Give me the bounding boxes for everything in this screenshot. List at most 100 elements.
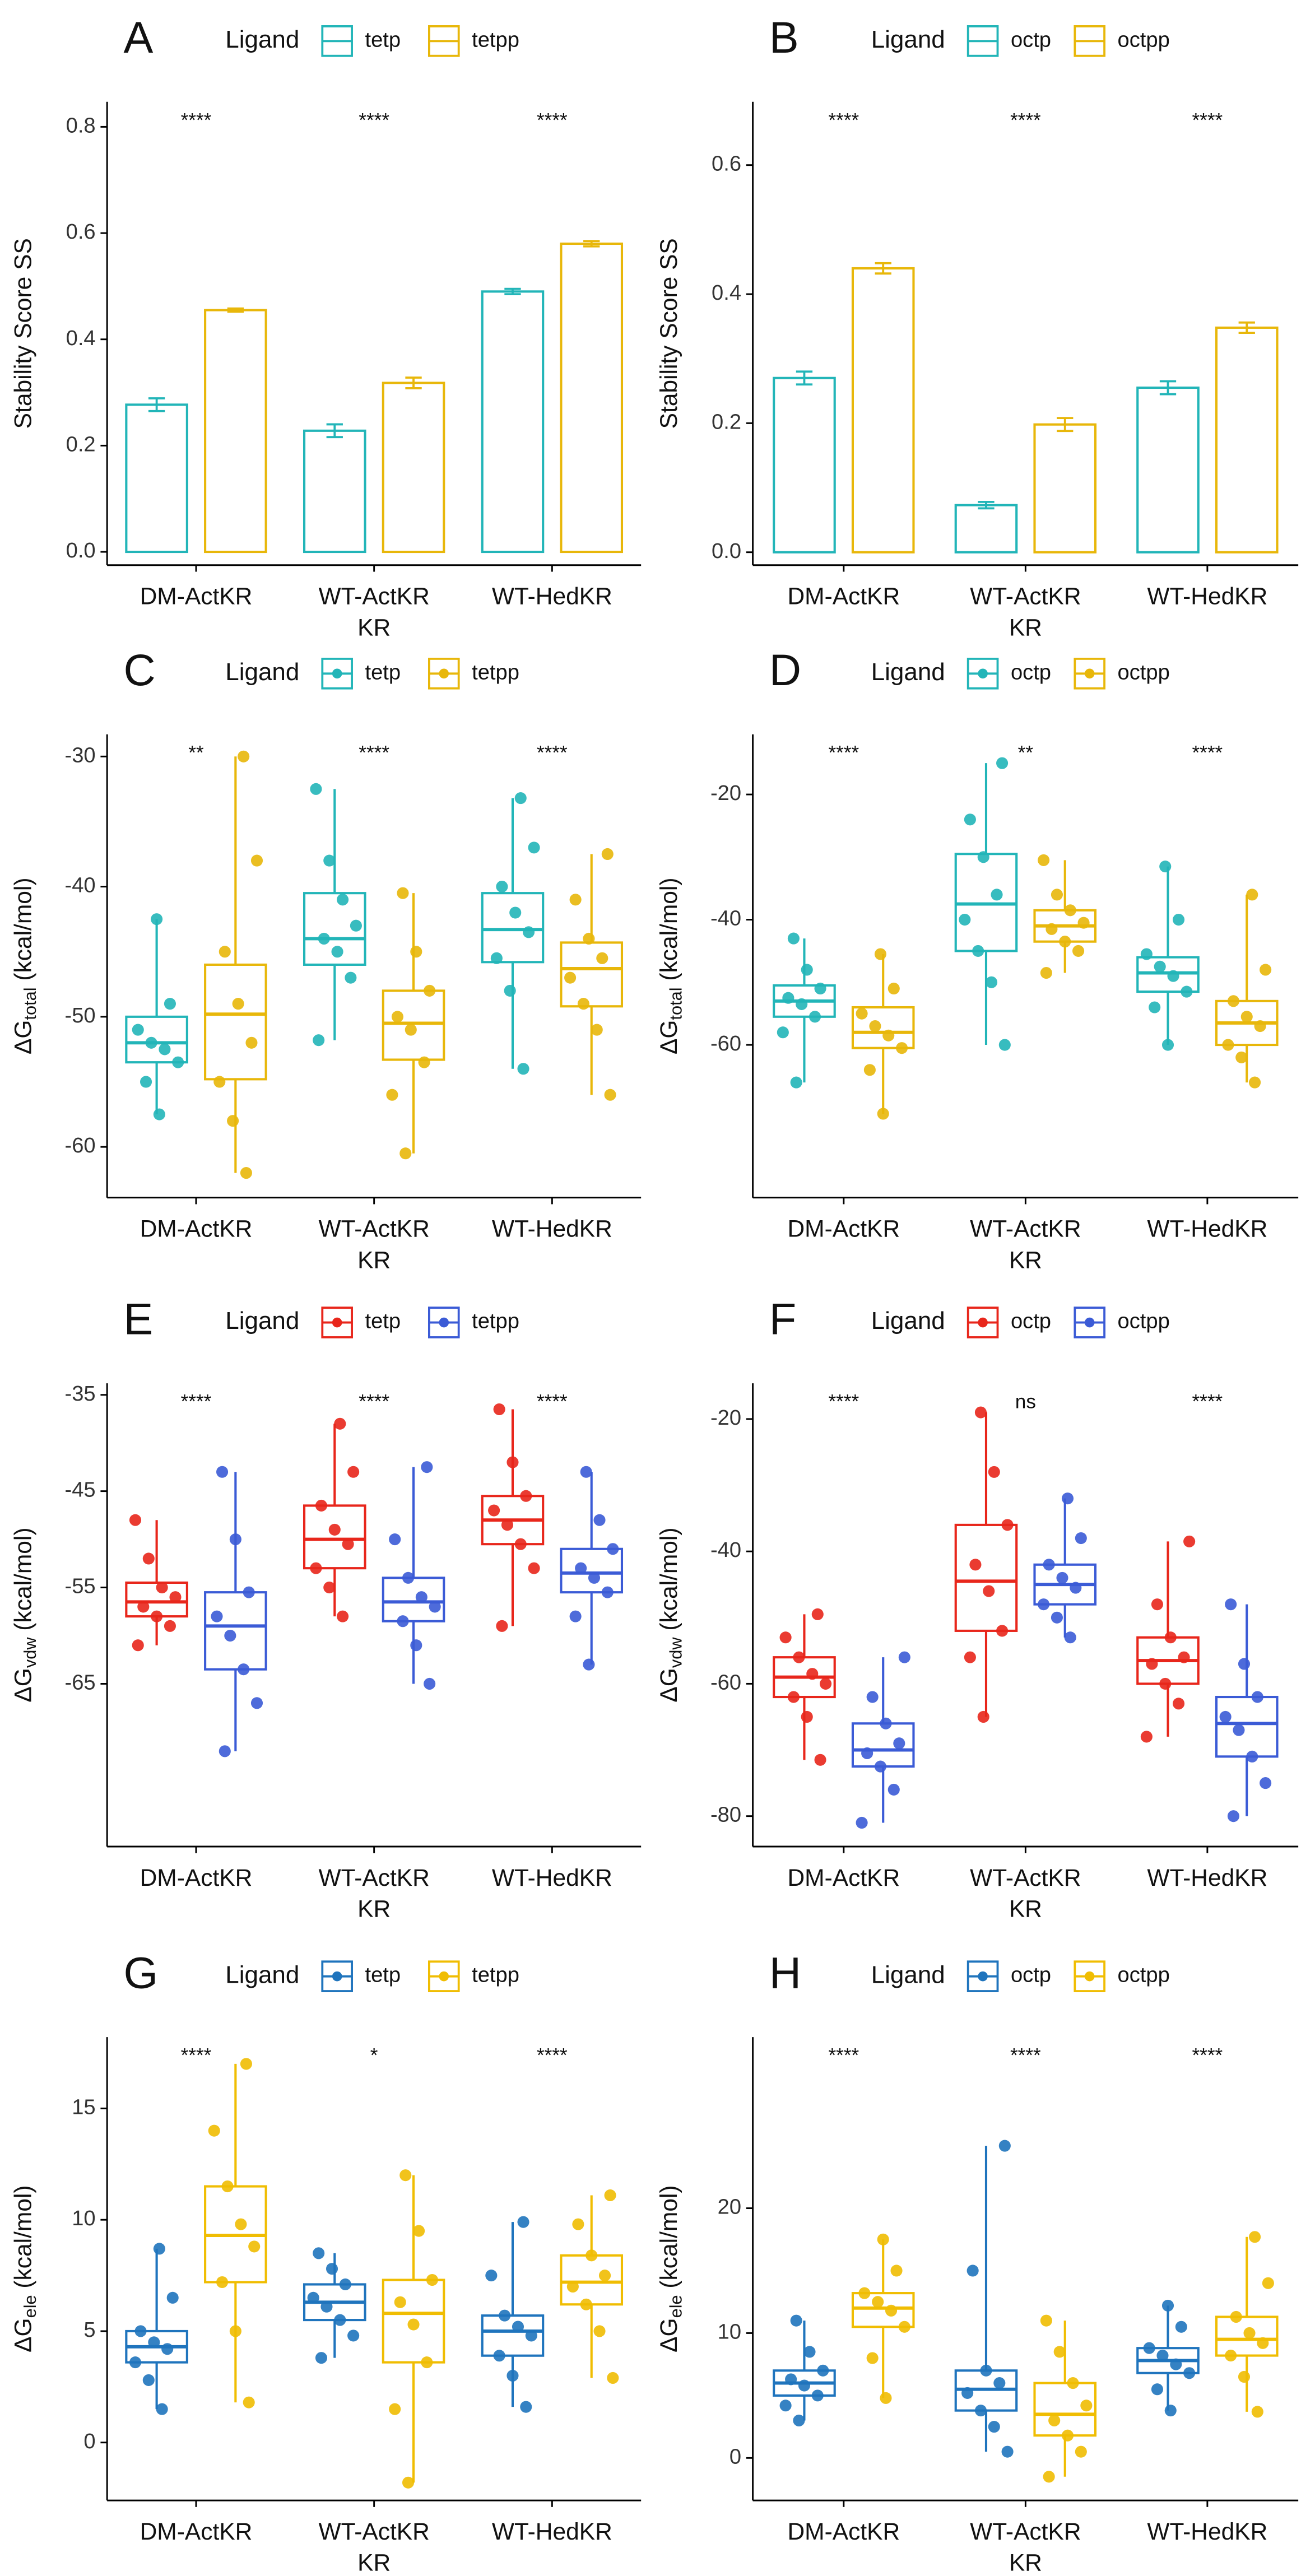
annotation: **** [1192,2045,1223,2067]
x-tick-label: WT-ActKR [970,2519,1081,2545]
data-point [856,1007,868,1020]
annotation: **** [537,2045,568,2067]
y-tick-label: -60 [710,1670,741,1694]
data-point [977,1710,989,1723]
data-point [313,2247,325,2259]
x-tick-label: WT-ActKR [970,1216,1081,1243]
box [204,1591,267,1671]
panel-label: G [123,1948,158,1998]
panel-label: D [769,645,801,695]
y-tick-label: 0.6 [712,152,741,176]
data-point [350,919,362,932]
data-point [347,1466,360,1478]
data-point [137,1601,150,1613]
x-axis-label: KR [357,2550,391,2576]
data-point [132,1639,144,1652]
data-point [315,2352,328,2364]
y-tick-label: -60 [65,1133,96,1157]
legend-label: tetpp [472,27,519,52]
bar [204,309,267,554]
x-tick-label: DM-ActKR [140,2519,253,2545]
data-point [1051,889,1063,901]
legend-label: octpp [1118,27,1170,52]
data-point [591,1024,603,1036]
legend-key-dot [978,1317,988,1328]
data-point [345,971,357,984]
data-point [604,1089,616,1101]
bar [1215,326,1279,554]
data-point [1038,854,1050,866]
data-point [1235,1051,1248,1063]
data-point [793,2414,805,2427]
data-point [429,1601,441,1613]
x-axis-label: KR [357,1896,391,1923]
data-point [169,1591,182,1603]
data-point [313,1034,325,1047]
box [204,963,267,1081]
data-point [310,783,322,795]
legend-label: tetp [365,1309,401,1333]
data-point [779,1631,792,1644]
legend-label: tetpp [472,1963,519,1987]
data-point [1140,1731,1153,1743]
box [1215,2315,1279,2357]
y-tick-label: -65 [65,1671,96,1695]
data-point [964,813,976,826]
box [125,1015,188,1064]
annotation: ** [1018,742,1034,764]
data-point [1251,2406,1263,2418]
data-point [964,1651,976,1663]
data-point [1164,2405,1177,2417]
data-point [1051,1611,1063,1624]
data-point [219,946,231,958]
x-tick-label: WT-ActKR [318,1216,429,1243]
legend-key-dot [978,668,988,679]
data-point [386,1089,398,1101]
legend-label: tetp [365,660,401,684]
y-label-unit: (kcal/mol) [656,877,682,980]
legend-title: Ligand [225,26,299,53]
data-point [240,2058,252,2070]
x-axis-label: KR [1009,2550,1042,2576]
y-tick-label: -40 [710,1538,741,1562]
y-tick-label: 5 [83,2318,95,2342]
y-label-main: Stability Score SS [11,238,37,429]
data-point [219,1745,231,1757]
y-tick-label: -45 [65,1478,96,1502]
y-label-unit: (kcal/mol) [11,2185,37,2288]
error-bar [796,370,813,386]
data-point [424,1677,436,1690]
data-point [1080,2400,1093,2412]
error-bar [583,240,600,248]
box [382,2279,445,2364]
data-point [569,894,582,906]
y-tick-label: 0.0 [712,539,741,563]
bar [954,504,1018,554]
y-label-main: ΔG [11,1020,37,1054]
data-point [1219,1710,1232,1723]
data-point [598,2270,611,2282]
data-point [1151,2383,1163,2396]
data-point [1075,2445,1087,2458]
y-axis-label: Stability Score SS [11,238,37,429]
data-point [1243,2327,1256,2339]
y-tick-label: 0.0 [66,538,96,562]
x-tick-label: WT-ActKR [318,2519,429,2545]
data-point [1072,945,1085,957]
data-point [156,2403,168,2415]
data-point [410,946,422,958]
data-point [820,1677,832,1690]
y-tick-label: -50 [65,1003,96,1027]
y-tick-label: -60 [710,1031,741,1055]
data-point [337,894,349,906]
annotation: ns [1015,1391,1036,1413]
bar [1136,386,1200,554]
y-tick-label: -40 [65,873,96,898]
data-point [402,2476,415,2489]
data-point [572,2218,584,2230]
data-point [166,2291,179,2304]
legend-label: octpp [1118,1963,1170,1987]
legend-key-dot [439,1971,449,1982]
bar [851,267,915,554]
y-axis-label: ΔGvdw (kcal/mol) [11,1527,40,1702]
